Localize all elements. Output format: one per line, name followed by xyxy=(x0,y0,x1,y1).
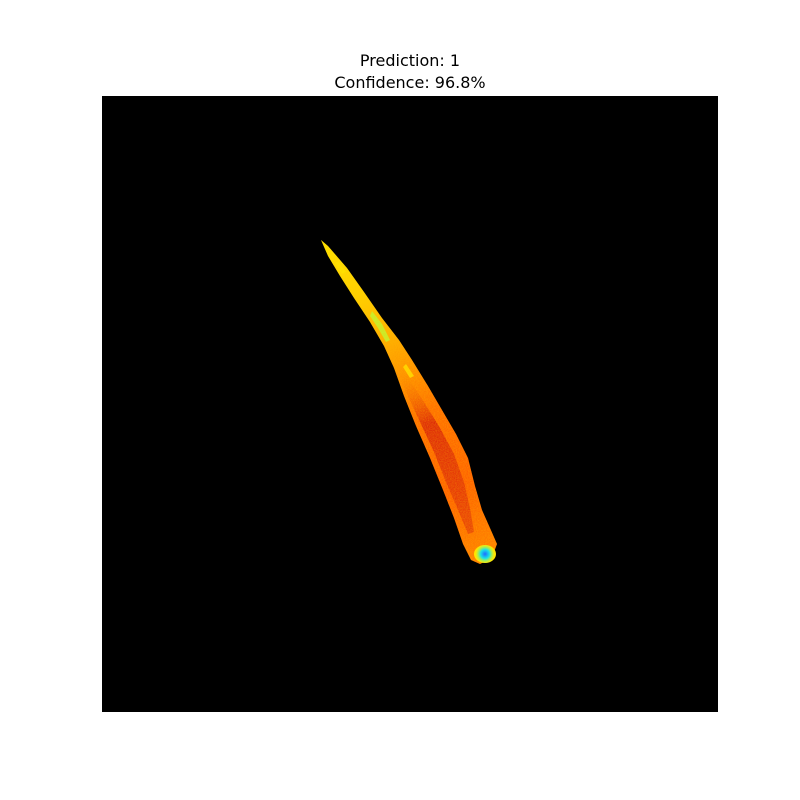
confidence-label: Confidence: 96.8% xyxy=(334,73,486,92)
plot-title: Prediction: 1 Confidence: 96.8% xyxy=(0,50,800,94)
prediction-label: Prediction: 1 xyxy=(359,51,461,70)
heatmap-image xyxy=(102,96,718,712)
heatmap-drawing xyxy=(102,96,718,712)
